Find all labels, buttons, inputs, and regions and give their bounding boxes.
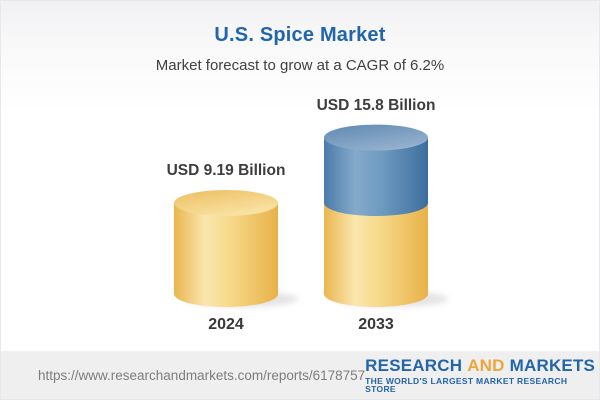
- cylinder-segment-2033-0: [324, 203, 428, 307]
- report-url: https://www.researchandmarkets.com/repor…: [38, 367, 366, 383]
- logo-word-and: AND: [467, 355, 505, 375]
- research-and-markets-logo: RESEARCH AND MARKETS THE WORLD'S LARGEST…: [365, 357, 595, 394]
- logo-word-research: RESEARCH: [365, 355, 463, 375]
- logo-word-markets: MARKETS: [509, 355, 596, 375]
- footer-bar: https://www.researchandmarkets.com/repor…: [1, 351, 599, 399]
- logo-tagline: THE WORLD'S LARGEST MARKET RESEARCH STOR…: [365, 375, 568, 394]
- logo-wordmark: RESEARCH AND MARKETS: [365, 357, 595, 374]
- chart-subtitle: Market forecast to grow at a CAGR of 6.2…: [155, 57, 445, 74]
- cylinder-cap-2033: [324, 124, 428, 151]
- cylinder-cap-2024: [174, 190, 278, 217]
- cylinder-segment-2024-0: [174, 203, 278, 307]
- chart-header: U.S. Spice Market Market forecast to gro…: [1, 1, 599, 74]
- cylinder-segment-2033-1: [324, 137, 428, 217]
- chart-title: U.S. Spice Market: [214, 24, 386, 46]
